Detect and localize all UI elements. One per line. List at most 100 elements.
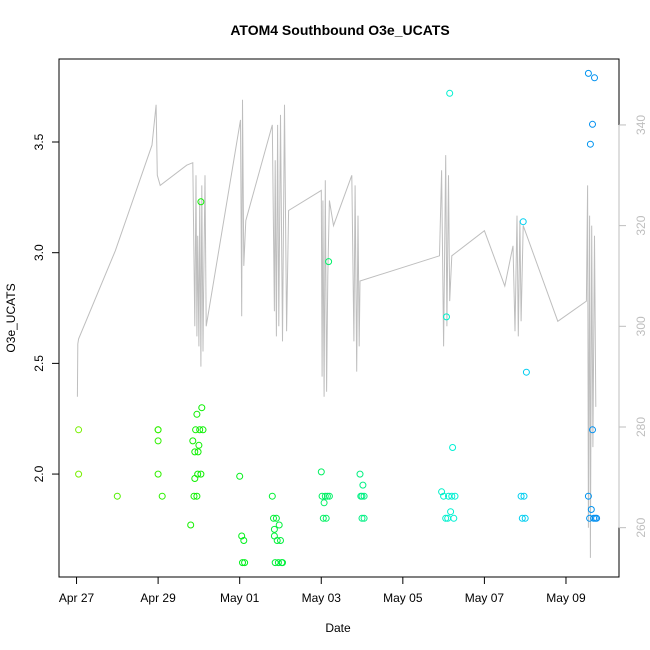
y-tick-label: 2.5 <box>32 355 46 372</box>
data-point <box>190 492 198 500</box>
y2-tick-label: 320 <box>634 215 648 235</box>
data-point <box>279 559 286 567</box>
data-point <box>154 470 162 478</box>
data-point <box>236 472 244 480</box>
y-tick-label: 3.0 <box>32 244 46 261</box>
data-point <box>113 492 121 500</box>
y-tick-label: 3.5 <box>32 133 46 150</box>
data-point <box>449 444 457 451</box>
data-point <box>240 537 248 544</box>
data-point <box>158 492 166 500</box>
x-axis: Apr 27 Apr 29 May 01 May 03 May 05 May 07 May … <box>59 576 586 605</box>
data-point <box>318 492 326 500</box>
data-point <box>584 69 592 77</box>
data-point <box>196 426 204 434</box>
data-point <box>593 514 601 522</box>
x-tick-label: Apr 29 <box>140 591 176 605</box>
data-point <box>274 559 282 567</box>
data-point <box>438 488 446 496</box>
data-point <box>270 525 278 533</box>
data-point <box>589 426 596 434</box>
data-point <box>277 537 284 544</box>
data-point <box>440 492 448 500</box>
secondary-line-layer <box>76 99 597 558</box>
data-point <box>241 559 249 567</box>
data-point <box>587 506 595 513</box>
data-point <box>519 218 527 226</box>
y-axis: 2.0 2.5 3.0 3.5 <box>32 133 60 482</box>
data-point <box>319 514 327 522</box>
y2-tick-label: 260 <box>634 517 648 537</box>
data-point <box>198 404 206 412</box>
data-point <box>446 89 454 97</box>
data-point <box>325 258 333 266</box>
data-point <box>197 198 205 206</box>
data-point <box>591 74 598 82</box>
data-point <box>189 437 197 445</box>
x-tick-label: May 03 <box>302 591 342 605</box>
data-point <box>521 514 529 522</box>
data-point <box>323 492 331 500</box>
data-point <box>451 492 459 500</box>
data-point <box>443 313 450 321</box>
data-point <box>193 492 201 500</box>
data-point <box>187 521 195 529</box>
data-point <box>586 140 594 148</box>
data-point <box>273 537 281 544</box>
data-point <box>320 499 328 507</box>
x-tick-label: May 01 <box>220 591 260 605</box>
data-point <box>442 514 450 522</box>
data-point <box>359 481 367 489</box>
y2-axis: 260 280 300 320 340 <box>618 115 648 538</box>
data-point <box>322 514 330 522</box>
data-point <box>448 492 456 500</box>
x-axis-label: Date <box>325 621 351 635</box>
y2-tick-label: 300 <box>634 316 648 336</box>
data-point <box>192 426 200 434</box>
x-tick-label: Apr 27 <box>59 591 95 605</box>
data-point <box>518 514 526 522</box>
data-point <box>154 437 162 445</box>
x-tick-label: May 09 <box>546 591 586 605</box>
data-point <box>272 514 280 522</box>
data-point <box>358 492 366 500</box>
data-point <box>317 468 325 476</box>
data-point <box>522 368 530 376</box>
y2-tick-label: 280 <box>634 417 648 437</box>
data-point <box>358 514 366 522</box>
x-tick-label: May 07 <box>465 591 505 605</box>
y-axis-label: O3e_UCATS <box>4 283 18 352</box>
data-point <box>325 492 333 500</box>
data-point <box>239 559 246 567</box>
data-point <box>238 532 246 540</box>
data-point <box>270 514 277 522</box>
secondary-series-line <box>76 99 597 558</box>
data-point <box>154 426 162 434</box>
data-point <box>360 514 368 522</box>
scatter-point-layer <box>75 69 601 567</box>
data-point <box>75 470 83 478</box>
data-point <box>356 470 364 478</box>
data-point <box>447 508 455 516</box>
data-point <box>584 492 592 500</box>
data-point <box>360 492 368 500</box>
x-tick-label: May 05 <box>383 591 423 605</box>
data-point <box>191 448 199 456</box>
data-point <box>450 514 458 522</box>
data-point <box>197 470 205 478</box>
data-point <box>321 492 329 500</box>
data-point <box>275 521 283 529</box>
data-point <box>75 426 83 434</box>
chart-title: ATOM4 Southbound O3e_UCATS <box>230 22 449 38</box>
data-point <box>517 492 525 500</box>
data-point <box>194 448 202 456</box>
y2-tick-label: 340 <box>634 115 648 135</box>
data-point <box>520 492 528 500</box>
data-point <box>195 441 203 449</box>
data-point <box>191 475 199 482</box>
data-point <box>199 426 207 434</box>
data-point <box>589 120 596 128</box>
data-point <box>268 492 276 500</box>
